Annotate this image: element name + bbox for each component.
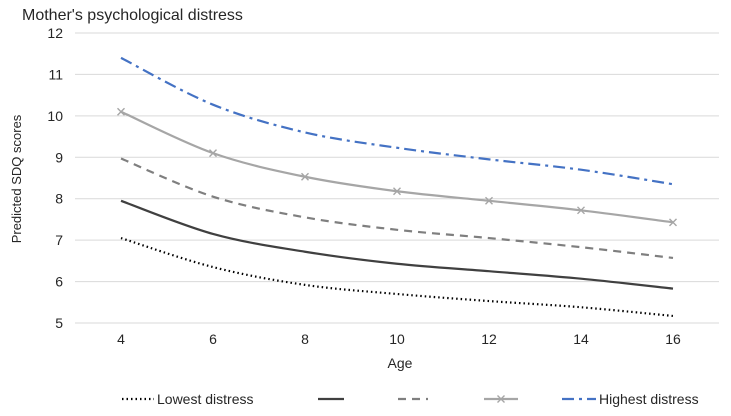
y-tick-label: 6: [55, 274, 63, 290]
legend-item-5: Highest distress: [562, 391, 699, 407]
y-tick-label: 8: [55, 191, 63, 207]
y-axis: 5 6 7 8 9 10 11 12: [47, 25, 63, 331]
series-line-4: [121, 112, 673, 223]
y-tick-label: 9: [55, 149, 63, 165]
y-axis-label: Predicted SDQ scores: [9, 114, 24, 243]
y-tick-label: 10: [47, 108, 63, 124]
series-5: [121, 58, 673, 184]
legend-item-4: [484, 396, 518, 403]
series-4: [118, 108, 677, 226]
y-tick-label: 5: [55, 315, 63, 331]
y-tick-label: 11: [48, 66, 63, 82]
x-tick-label: 12: [481, 331, 497, 347]
series-3: [121, 159, 673, 258]
series-line-2: [121, 201, 673, 289]
legend-item-1: Lowest distress: [122, 391, 253, 407]
y-tick-label: 12: [47, 25, 63, 41]
x-tick-label: 6: [209, 331, 217, 347]
x-tick-label: 10: [389, 331, 405, 347]
series-lines: [118, 58, 677, 316]
legend-label: Lowest distress: [157, 391, 253, 407]
gridlines: [75, 33, 719, 282]
x-axis-label: Age: [388, 355, 413, 371]
series-line-1: [121, 238, 673, 316]
legend: Lowest distress Highest distress: [122, 391, 699, 407]
chart-title: Mother's psychological distress: [22, 7, 243, 24]
x-tick-label: 16: [665, 331, 681, 347]
legend-label: Highest distress: [599, 391, 699, 407]
y-tick-label: 7: [55, 232, 63, 248]
series-line-5: [121, 58, 673, 184]
x-tick-label: 14: [573, 331, 589, 347]
series-2: [121, 201, 673, 289]
series-line-3: [121, 159, 673, 258]
x-tick-label: 4: [117, 331, 125, 347]
x-tick-label: 8: [301, 331, 309, 347]
series-1: [121, 238, 673, 316]
x-axis: 4 6 8 10 12 14 16: [117, 331, 681, 347]
